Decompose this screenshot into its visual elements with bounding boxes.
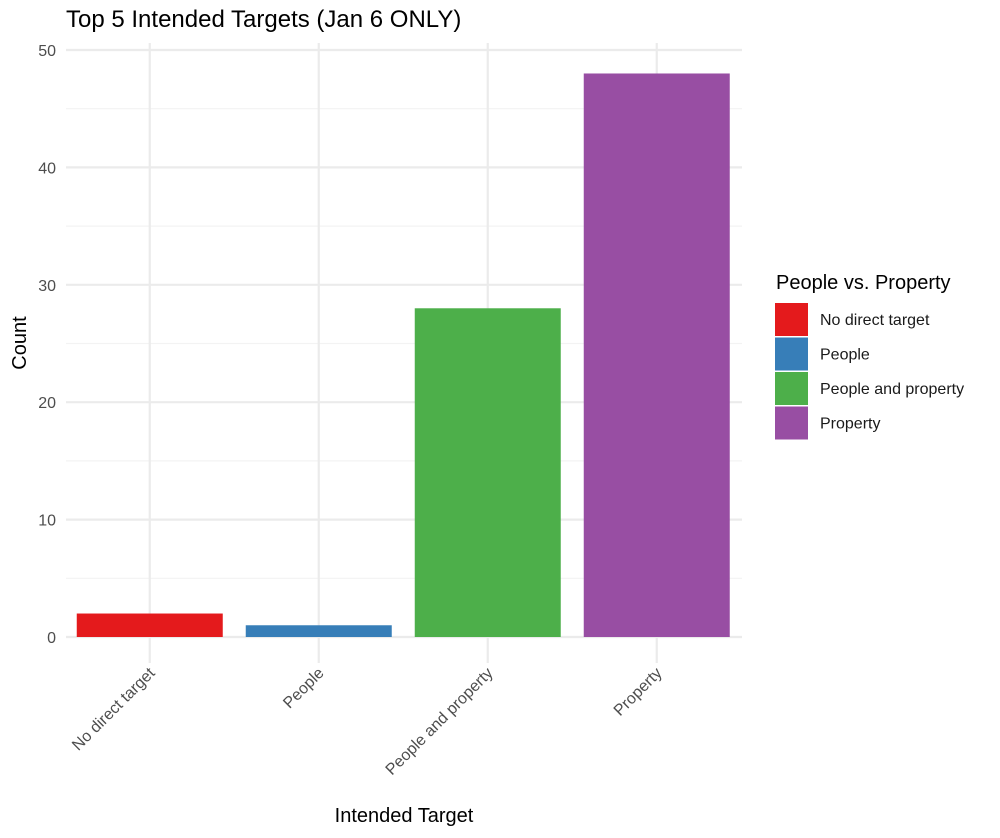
bar: [76, 613, 223, 637]
chart-title: Top 5 Intended Targets (Jan 6 ONLY): [66, 6, 461, 33]
y-tick-label: 30: [38, 278, 56, 295]
y-tick-label: 10: [38, 513, 56, 530]
x-tick-label: People and property: [383, 665, 497, 779]
x-axis-title: Intended Target: [335, 805, 474, 827]
x-tick-label: No direct target: [69, 664, 159, 754]
y-tick-label: 0: [47, 630, 56, 647]
legend-label: No direct target: [820, 312, 930, 329]
legend-swatch: [775, 303, 808, 336]
y-axis-ticks: 0 10 20 30 40 50: [38, 43, 56, 647]
legend-label: People: [820, 347, 870, 364]
bar: [414, 308, 561, 637]
y-tick-label: 20: [38, 395, 56, 412]
y-axis-title: Count: [9, 316, 31, 370]
legend-label: Property: [820, 416, 880, 433]
bars: [76, 73, 730, 638]
legend-label: People and property: [820, 381, 964, 398]
legend-swatch: [775, 337, 808, 371]
y-tick-label: 50: [38, 43, 56, 60]
legend: People vs. Property No direct target Peop…: [775, 272, 964, 440]
x-tick-label: Property: [611, 665, 666, 720]
x-tick-label: People: [280, 665, 327, 712]
bar: [583, 73, 730, 638]
legend-title: People vs. Property: [776, 272, 951, 294]
legend-swatch: [775, 406, 808, 440]
legend-swatch: [775, 372, 808, 405]
bar: [245, 625, 392, 637]
x-axis-ticks: No direct target People People and propert…: [69, 664, 665, 778]
y-tick-label: 40: [38, 160, 56, 177]
